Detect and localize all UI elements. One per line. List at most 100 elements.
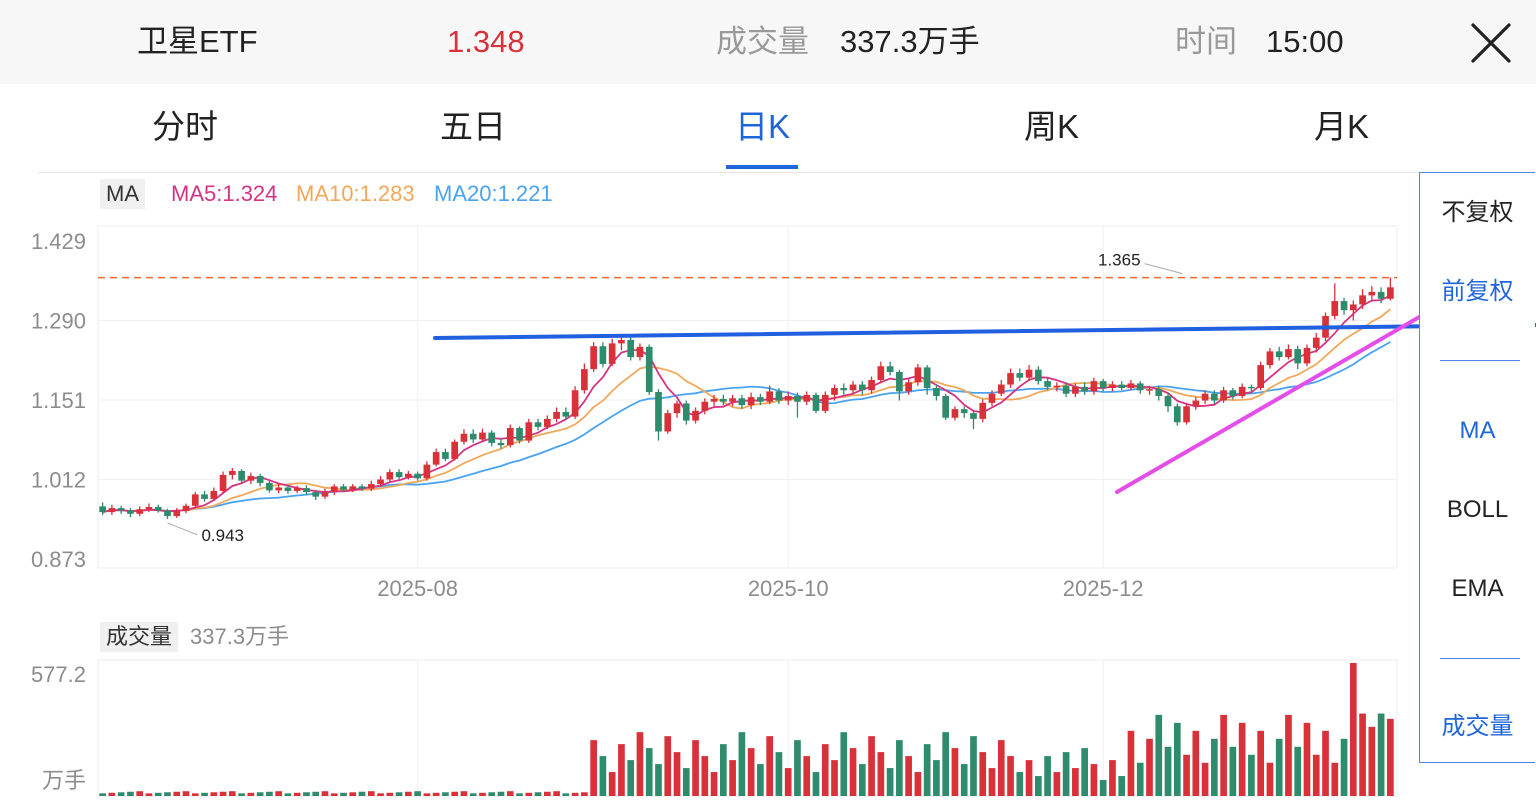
option-no-adjust[interactable]: 不复权	[1441, 199, 1514, 226]
volume-bar	[960, 764, 968, 796]
candle-body	[1387, 287, 1394, 299]
volume-bar	[766, 736, 773, 796]
volume-bar	[386, 792, 394, 796]
low-annotation: 0.943	[201, 526, 244, 545]
volume-bar	[275, 791, 282, 796]
candle-body	[1044, 381, 1051, 387]
volume-axis-tick: 577.2	[31, 662, 86, 687]
volume-bar	[877, 752, 885, 796]
volume-bar	[849, 748, 857, 796]
candle-body	[1368, 291, 1376, 296]
volume-bar	[590, 740, 597, 796]
volume-bar	[747, 748, 755, 796]
volume-bar	[1285, 714, 1292, 796]
candle-body	[933, 387, 940, 396]
close-icon[interactable]	[1468, 20, 1514, 66]
candle-body	[877, 366, 885, 380]
ma10-legend: MA10:1.283	[296, 181, 415, 206]
option-volume[interactable]: 成交量	[1441, 713, 1514, 740]
candle-body	[543, 418, 551, 427]
indicator-ma[interactable]: MA	[1459, 417, 1496, 444]
candle-body	[1266, 351, 1274, 366]
volume-bar	[1164, 746, 1172, 796]
candle-body	[256, 476, 264, 483]
candle-body	[942, 395, 950, 418]
candle-body	[581, 369, 588, 391]
volume-bar	[608, 772, 616, 796]
volume-bar	[1025, 760, 1033, 796]
tab-five-day[interactable]: 五日	[440, 108, 506, 145]
volume-bar	[201, 792, 208, 796]
volume-bar	[219, 791, 227, 796]
candle-body	[164, 510, 171, 517]
volume-bar	[1090, 764, 1098, 796]
tab-weekly-k[interactable]: 周K	[1024, 108, 1080, 145]
candle-body	[534, 422, 542, 427]
ma10-line	[102, 308, 1391, 513]
candle-body	[988, 393, 996, 403]
volume-bar	[99, 793, 106, 796]
candle-body	[1072, 386, 1079, 394]
candle-body	[1303, 347, 1311, 364]
price-axis-tick: 1.012	[31, 468, 86, 493]
volume-bar	[238, 793, 245, 796]
volume-bar	[618, 744, 625, 796]
volume-bar	[460, 791, 468, 796]
volume-bar	[692, 740, 699, 796]
volume-bar	[664, 736, 672, 796]
candle-body	[757, 397, 764, 402]
candle-body	[747, 397, 755, 406]
candle-body	[571, 390, 579, 417]
indicator-boll[interactable]: BOLL	[1446, 496, 1509, 523]
candle-body	[1099, 381, 1107, 388]
volume-bar	[673, 752, 681, 796]
volume-bar	[330, 793, 338, 796]
volume-bar	[423, 793, 431, 796]
candle-body	[367, 484, 375, 489]
candle-body	[516, 428, 523, 441]
volume-bar	[645, 748, 653, 796]
volume-bar	[1072, 768, 1079, 796]
candle-body	[831, 387, 838, 395]
volume-bar	[488, 792, 496, 796]
tab-monthly-k[interactable]: 月K	[1314, 108, 1370, 145]
candle-body	[1192, 400, 1200, 407]
high-annotation: 1.365	[1098, 251, 1141, 270]
option-forward-adjust[interactable]: 前复权	[1441, 278, 1514, 305]
candle-body	[849, 384, 857, 391]
candle-body	[1340, 301, 1348, 311]
volume-bar	[812, 772, 820, 796]
candle-body	[247, 476, 255, 481]
candle-body	[1136, 383, 1144, 391]
candle-body	[451, 441, 459, 459]
volume-bar	[432, 792, 440, 796]
volume-label: 成交量	[716, 24, 809, 59]
volume-bar	[951, 748, 959, 796]
price-axis-tick: 1.151	[31, 388, 86, 413]
volume-bar	[1266, 762, 1274, 796]
candle-body	[284, 487, 292, 491]
ma-tag: MA	[100, 179, 145, 209]
candle-body	[238, 470, 245, 481]
candle-body	[692, 410, 699, 421]
candle-body	[117, 508, 125, 511]
volume-bar	[1294, 746, 1302, 796]
candle-body	[1164, 395, 1172, 407]
candle-body	[349, 486, 357, 490]
volume-bar	[1109, 760, 1116, 796]
side-menu: 不复权 前复权 MA BOLL EMA 成交量	[1419, 172, 1535, 763]
high-annotation-leader	[1144, 263, 1183, 275]
tab-daily-k[interactable]: 日K	[735, 108, 791, 145]
volume-bar	[405, 791, 412, 796]
volume-bar	[228, 791, 236, 796]
candle-body	[108, 508, 116, 513]
candle-body	[886, 366, 894, 372]
period-tabs: 分时 五日 日K 周K 月K	[38, 84, 1536, 173]
tab-intraday[interactable]: 分时	[152, 108, 218, 145]
volume-bar	[1201, 762, 1209, 796]
indicator-ema[interactable]: EMA	[1451, 575, 1504, 602]
candle-body	[599, 346, 607, 364]
volume-bar	[868, 736, 875, 796]
candle-body	[136, 509, 144, 514]
